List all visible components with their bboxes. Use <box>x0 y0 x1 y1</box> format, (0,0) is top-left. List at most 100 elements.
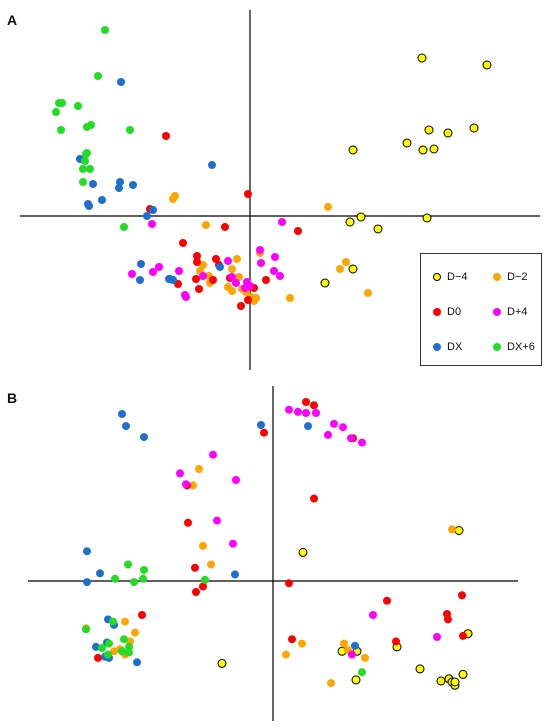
point-dx <box>83 578 91 587</box>
point-d+4 <box>232 279 240 287</box>
point-d0 <box>244 296 252 304</box>
legend-label-dx+6: DX+6 <box>507 341 535 353</box>
point-d-2 <box>199 541 207 550</box>
point-d0 <box>302 398 310 406</box>
point-d-4 <box>217 658 227 668</box>
point-d-4 <box>443 128 453 138</box>
point-d-2 <box>228 265 236 273</box>
point-d+4 <box>271 253 279 261</box>
point-dx <box>231 570 239 579</box>
point-d-4 <box>450 677 460 687</box>
point-dx+6 <box>109 617 117 626</box>
point-d-4 <box>429 144 439 154</box>
point-dx+6 <box>58 99 66 107</box>
point-dx <box>216 263 224 271</box>
point-d+4 <box>270 267 278 275</box>
panel-label-a: A <box>7 12 18 28</box>
point-d+4 <box>229 539 237 548</box>
point-d+4 <box>176 469 184 478</box>
point-d-2 <box>110 647 118 656</box>
point-dx+6 <box>124 560 132 569</box>
point-d-4 <box>320 278 330 288</box>
point-d+4 <box>339 423 347 432</box>
point-d+4 <box>209 450 217 459</box>
point-dx <box>136 276 144 284</box>
point-dx <box>83 547 91 556</box>
point-d0 <box>392 637 400 646</box>
point-dx+6 <box>118 647 126 656</box>
point-d+4 <box>228 273 236 281</box>
point-d-4 <box>482 60 492 70</box>
point-dx+6 <box>111 574 119 583</box>
point-d+4 <box>257 259 265 267</box>
point-d+4 <box>278 218 286 226</box>
point-d0 <box>237 302 245 310</box>
point-d0 <box>310 494 318 503</box>
point-d+4 <box>181 291 189 299</box>
legend-label-d0: D0 <box>447 306 462 318</box>
point-d-4 <box>454 526 464 535</box>
point-d0 <box>191 563 199 572</box>
point-d+4 <box>276 272 284 280</box>
point-d+4 <box>232 476 240 484</box>
point-d0 <box>444 615 452 624</box>
point-dx+6 <box>98 644 106 652</box>
legend-item-dx+6: DX+6 <box>493 341 535 353</box>
point-d+4 <box>148 220 156 228</box>
point-d0 <box>193 258 201 266</box>
point-dx+6 <box>86 165 94 173</box>
point-dx+6 <box>130 578 138 587</box>
point-dx+6 <box>201 575 209 584</box>
point-d-4 <box>356 212 366 222</box>
point-dx+6 <box>101 26 109 34</box>
point-dx <box>143 212 151 220</box>
point-d+4 <box>199 272 207 280</box>
point-d-2 <box>202 221 210 229</box>
point-d-2 <box>252 294 260 302</box>
point-d-2 <box>361 653 369 662</box>
point-dx <box>169 276 177 284</box>
point-dx <box>115 184 123 192</box>
point-d0 <box>192 588 200 596</box>
point-d-2 <box>286 294 294 302</box>
point-d-4 <box>436 676 446 686</box>
point-dx+6 <box>82 150 90 158</box>
point-dx+6 <box>74 102 82 110</box>
point-d+4 <box>302 409 310 417</box>
point-d+4 <box>330 419 338 428</box>
point-d+4 <box>312 409 320 417</box>
point-d-2 <box>342 258 350 266</box>
point-d0 <box>192 275 200 283</box>
panel-label-b: B <box>7 390 18 406</box>
point-dx <box>98 196 106 204</box>
point-d0 <box>383 596 391 605</box>
legend-item-d-4: D−4 <box>433 271 468 283</box>
point-d-4 <box>373 224 383 234</box>
legend-marker-d-4 <box>433 273 441 281</box>
panel-a: A D−4 D−2 D0 D+4 DX DX+6 <box>7 10 542 370</box>
point-dx <box>208 161 216 169</box>
point-d-4 <box>424 125 434 135</box>
point-dx <box>140 433 148 442</box>
point-dx <box>118 410 126 418</box>
point-d0 <box>262 276 270 284</box>
point-d0 <box>184 518 192 527</box>
point-d+4 <box>369 611 377 619</box>
point-d-2 <box>448 525 456 534</box>
point-d-2 <box>169 195 177 203</box>
point-d-2 <box>131 628 139 637</box>
point-d-2 <box>327 679 335 688</box>
point-d0 <box>459 631 467 640</box>
point-dx <box>96 569 104 578</box>
point-d+4 <box>433 633 441 641</box>
point-d-4 <box>417 53 427 63</box>
point-d0 <box>162 132 170 140</box>
point-d-4 <box>422 213 432 223</box>
point-d+4 <box>155 263 163 271</box>
point-d-2 <box>324 203 332 211</box>
point-d+4 <box>347 434 355 443</box>
point-d0 <box>199 582 207 591</box>
point-d0 <box>310 401 318 410</box>
point-d-2 <box>199 261 207 269</box>
point-dx <box>122 422 130 431</box>
